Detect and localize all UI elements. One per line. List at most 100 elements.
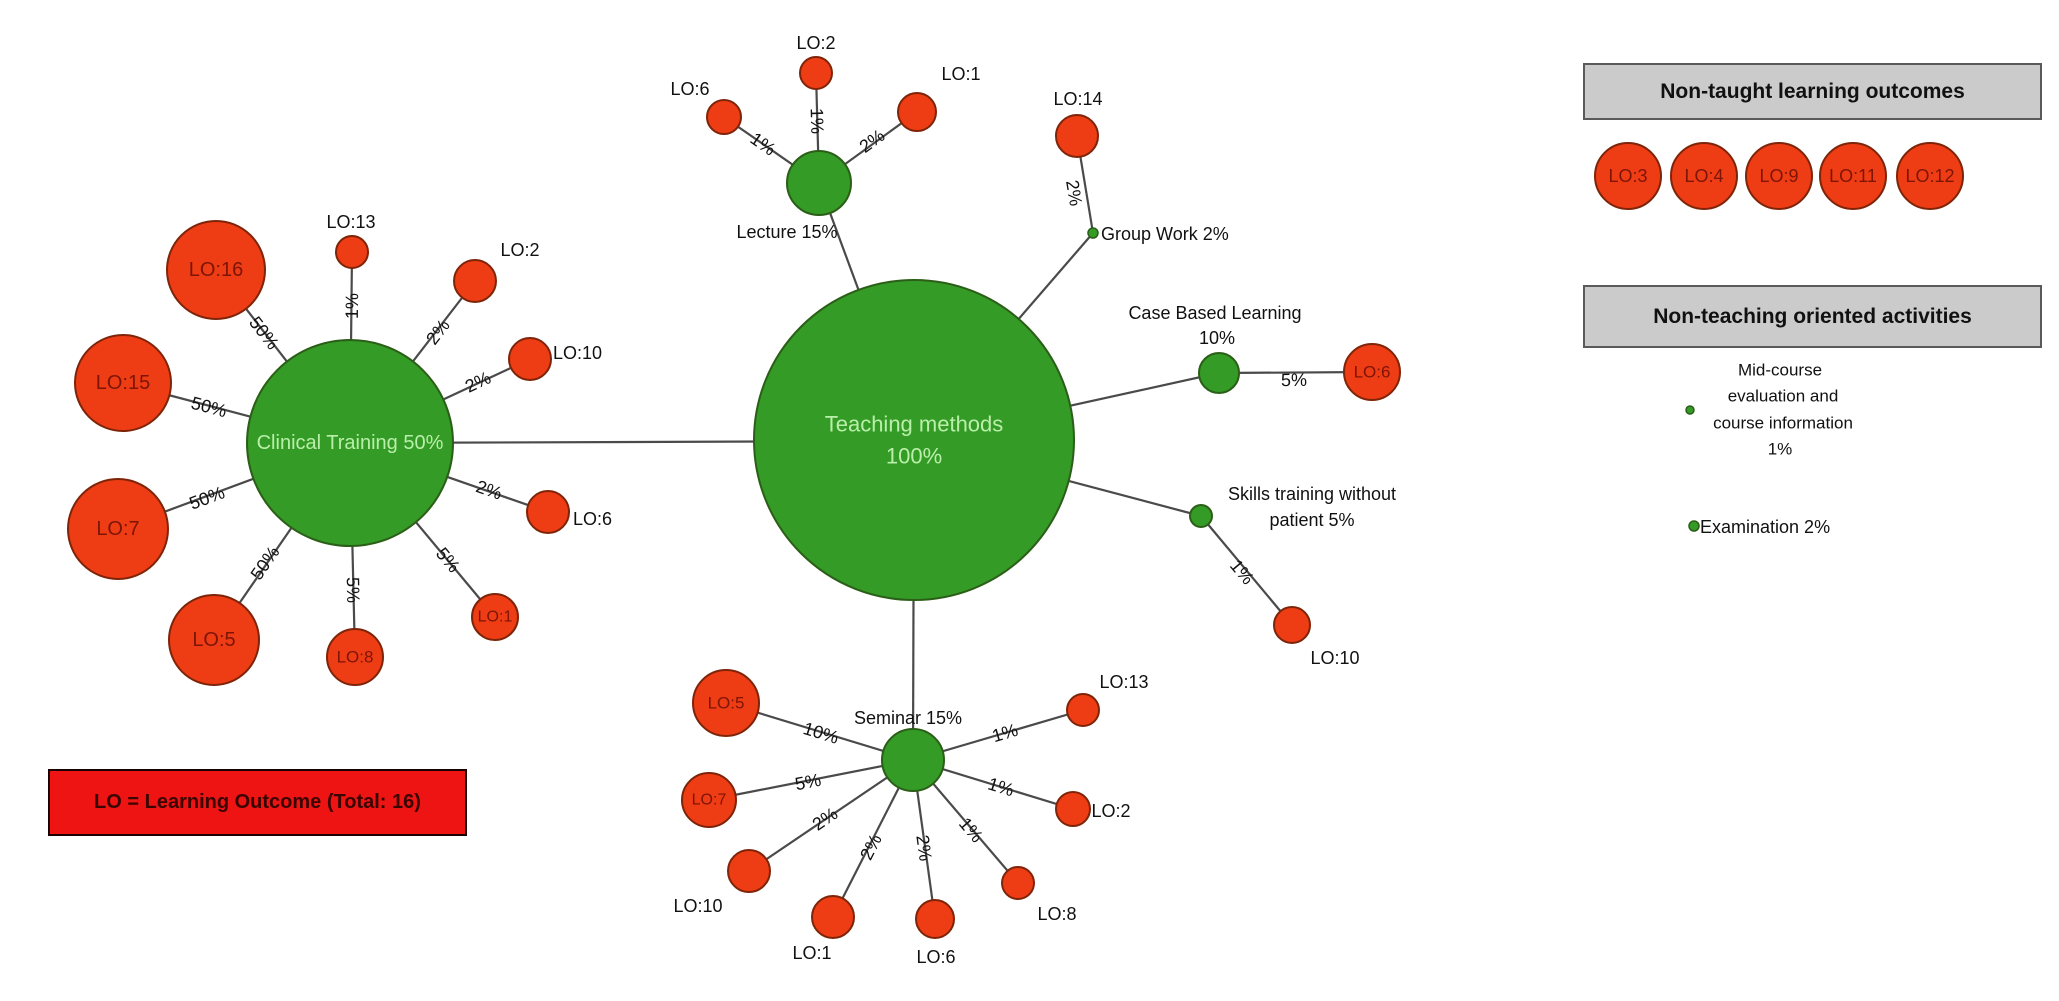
node-legend-lo11 bbox=[1819, 142, 1887, 210]
node-label-clinical-lo1: LO:1 bbox=[478, 609, 513, 626]
outside-label: LO:13 bbox=[1099, 672, 1148, 692]
node-teaching-methods bbox=[753, 279, 1075, 601]
outside-label: Seminar 15% bbox=[854, 708, 962, 728]
learning-outcome-note: LO = Learning Outcome (Total: 16) bbox=[48, 769, 467, 836]
node-lecture-lo2 bbox=[799, 56, 833, 90]
node-label-legend-lo3: LO:3 bbox=[1608, 166, 1647, 186]
outside-label: 10% bbox=[1199, 328, 1235, 348]
outside-label: 1% bbox=[1768, 440, 1793, 459]
node-clinical-lo2 bbox=[453, 259, 497, 303]
outside-label: LO:2 bbox=[1091, 801, 1130, 821]
outside-label: course information bbox=[1713, 414, 1853, 433]
node-midcourse-dot bbox=[1685, 405, 1695, 415]
node-lecture-lo1 bbox=[897, 92, 937, 132]
node-clinical-lo13 bbox=[335, 235, 369, 269]
outside-label: Lecture 15% bbox=[736, 222, 837, 242]
outside-label: Mid-course bbox=[1738, 361, 1822, 380]
node-clinical-lo8 bbox=[326, 628, 384, 686]
edge-label: 2% bbox=[1062, 179, 1086, 208]
edge-label: 1% bbox=[342, 293, 362, 319]
edge-line bbox=[1200, 515, 1293, 626]
edge-label: 1% bbox=[990, 720, 1021, 747]
node-legend-lo3 bbox=[1594, 142, 1662, 210]
node-label-legend-lo11: LO:11 bbox=[1829, 166, 1877, 186]
node-label-legend-lo9: LO:9 bbox=[1759, 166, 1798, 186]
node-seminar-lo7 bbox=[681, 772, 737, 828]
outside-label: LO:2 bbox=[796, 33, 835, 53]
node-clinical-lo6 bbox=[526, 490, 570, 534]
edge-label: 50% bbox=[245, 313, 283, 354]
outside-label: LO:1 bbox=[792, 943, 831, 963]
outside-label: LO:2 bbox=[500, 240, 539, 260]
node-clinical-lo10 bbox=[508, 337, 552, 381]
outside-label: LO:10 bbox=[673, 896, 722, 916]
node-label-teaching-methods: 100% bbox=[886, 443, 942, 468]
edge-line bbox=[708, 758, 914, 802]
edge-label: 5% bbox=[793, 770, 822, 795]
node-label-clinical-lo5: LO:5 bbox=[192, 629, 235, 651]
outside-label: LO:6 bbox=[916, 947, 955, 967]
outside-label: LO:14 bbox=[1053, 89, 1102, 109]
node-skills-training bbox=[1189, 504, 1213, 528]
outside-label: patient 5% bbox=[1269, 510, 1354, 530]
edge-label: 5% bbox=[343, 577, 364, 603]
node-label-clinical-lo16: LO:16 bbox=[189, 259, 243, 281]
edge-label: 50% bbox=[187, 482, 228, 513]
node-label-cbl-lo6: LO:6 bbox=[1354, 363, 1391, 382]
legend-non-taught-title: Non-taught learning outcomes bbox=[1660, 79, 1965, 103]
edge-label: 50% bbox=[189, 393, 229, 422]
edge-label: 5% bbox=[1281, 370, 1307, 390]
node-seminar bbox=[881, 728, 945, 792]
edge-label: 2% bbox=[809, 803, 842, 834]
node-seminar-lo5 bbox=[692, 669, 760, 737]
node-clinical-training bbox=[246, 339, 454, 547]
node-label-clinical-lo15: LO:15 bbox=[96, 372, 150, 394]
node-seminar-lo10 bbox=[727, 849, 771, 893]
node-seminar-lo13 bbox=[1066, 693, 1100, 727]
edge-label: 10% bbox=[801, 718, 841, 748]
legend-non-teaching-box: Non-teaching oriented activities bbox=[1583, 285, 2042, 348]
node-label-seminar-lo7: LO:7 bbox=[692, 792, 727, 809]
node-clinical-lo7 bbox=[67, 478, 169, 580]
node-clinical-lo16 bbox=[166, 220, 266, 320]
node-clinical-lo15 bbox=[74, 334, 172, 432]
outside-label: evaluation and bbox=[1728, 387, 1839, 406]
node-legend-lo12 bbox=[1896, 142, 1964, 210]
node-label-clinical-training: Clinical Training 50% bbox=[257, 432, 444, 454]
outside-label: Skills training without bbox=[1228, 484, 1396, 504]
node-label-legend-lo4: LO:4 bbox=[1684, 166, 1723, 186]
edge-label: 2% bbox=[912, 834, 935, 863]
node-seminar-lo1 bbox=[811, 895, 855, 939]
node-examination-dot bbox=[1688, 520, 1700, 532]
learning-outcome-note-text: LO = Learning Outcome (Total: 16) bbox=[94, 791, 421, 813]
outside-label: LO:13 bbox=[326, 212, 375, 232]
node-seminar-lo2 bbox=[1055, 791, 1091, 827]
outside-label: Examination 2% bbox=[1700, 517, 1830, 537]
outside-label: LO:10 bbox=[553, 343, 602, 363]
outside-label: LO:10 bbox=[1310, 648, 1359, 668]
outside-label: Group Work 2% bbox=[1101, 224, 1229, 244]
legend-non-taught-box: Non-taught learning outcomes bbox=[1583, 63, 2042, 120]
outside-label: LO:6 bbox=[573, 509, 612, 529]
node-groupwork-lo14 bbox=[1055, 114, 1099, 158]
node-label-legend-lo12: LO:12 bbox=[1905, 166, 1954, 186]
edge-label: 2% bbox=[856, 831, 886, 863]
node-label-clinical-lo8: LO:8 bbox=[337, 648, 374, 667]
node-cbl-lo6 bbox=[1343, 343, 1401, 401]
edge-label: 1% bbox=[1226, 556, 1258, 589]
node-case-based-learning bbox=[1198, 352, 1240, 394]
edge-line bbox=[748, 759, 914, 872]
node-label-teaching-methods: Teaching methods bbox=[825, 412, 1004, 437]
node-label-clinical-lo7: LO:7 bbox=[96, 518, 139, 540]
outside-label: LO:8 bbox=[1037, 904, 1076, 924]
node-group-work bbox=[1087, 227, 1099, 239]
edge-label: 1% bbox=[986, 774, 1017, 801]
node-seminar-lo6 bbox=[915, 899, 955, 939]
edge-label: 1% bbox=[747, 128, 780, 159]
node-lecture-lo6 bbox=[706, 99, 742, 135]
outside-label: LO:1 bbox=[941, 64, 980, 84]
node-lecture bbox=[786, 150, 852, 216]
node-label-seminar-lo5: LO:5 bbox=[708, 694, 745, 713]
outside-label: LO:6 bbox=[670, 79, 709, 99]
